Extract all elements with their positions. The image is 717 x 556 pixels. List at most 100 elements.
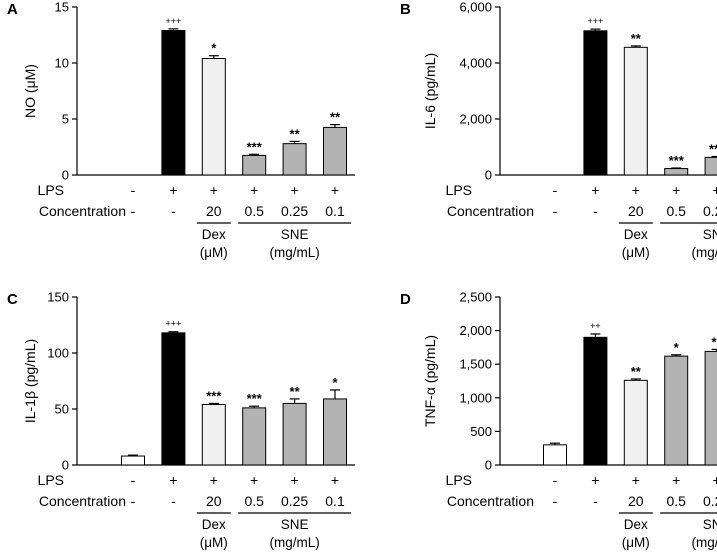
significance-mark: *: [332, 375, 338, 390]
concentration-value: 20: [628, 493, 644, 509]
bar: [161, 332, 186, 466]
significance-mark: *: [211, 41, 217, 56]
significance-mark: +++: [166, 16, 182, 26]
concentration-value: 20: [628, 203, 644, 219]
significance-mark: **: [290, 384, 301, 399]
sne-group-unit: (mg/mL): [691, 245, 717, 260]
concentration-value: 0.25: [281, 493, 308, 509]
significance-mark: **: [631, 364, 642, 379]
lps-value: -: [131, 182, 136, 198]
lps-value: +: [250, 182, 258, 198]
bar: [664, 355, 689, 466]
concentration-value: -: [171, 493, 176, 509]
y-axis-label: TNF-α (pg/mL): [422, 335, 438, 427]
concentration-value: -: [593, 203, 598, 219]
lps-value: +: [591, 472, 599, 488]
bar: [704, 350, 717, 466]
lps-row-label: LPS: [446, 472, 472, 488]
dex-group-label: Dex: [624, 227, 648, 242]
dex-group-unit: (μM): [622, 535, 650, 550]
dex-group-unit: (μM): [200, 245, 228, 260]
y-tick-label: 100: [47, 346, 69, 361]
significance-mark: ***: [247, 391, 263, 406]
concentration-value: 20: [206, 203, 222, 219]
dex-group-unit: (μM): [200, 535, 228, 550]
bar: [323, 126, 347, 176]
y-tick-label: 0: [485, 458, 492, 473]
dex-group-label: Dex: [202, 517, 226, 532]
panel-b: BIL-6 (pg/mL)02,0004,0006,000+++********…: [400, 0, 717, 260]
y-tick-label: 150: [47, 290, 69, 305]
y-tick-label: 4,000: [459, 56, 492, 71]
bar: [623, 379, 648, 466]
lps-value: +: [632, 472, 640, 488]
significance-mark: **: [712, 334, 717, 349]
dex-group-label: Dex: [202, 227, 226, 242]
y-tick-label: 6,000: [459, 0, 492, 15]
y-tick-label: 500: [470, 424, 492, 439]
sne-group-unit: (mg/mL): [269, 245, 319, 260]
lps-value: +: [291, 182, 299, 198]
lps-value: +: [210, 472, 218, 488]
lps-value: +: [591, 182, 599, 198]
lps-value: +: [250, 472, 258, 488]
lps-value: +: [672, 472, 680, 488]
sne-group-label: SNE: [703, 517, 717, 532]
panel-a: ANO (μM)051015+++********LPSConcentratio…: [7, 0, 355, 260]
bar: [664, 168, 689, 176]
concentration-value: 0.1: [325, 203, 345, 219]
y-tick-label: 50: [55, 402, 69, 417]
y-axis-label: NO (μM): [22, 64, 38, 118]
bar: [242, 154, 267, 176]
lps-value: +: [331, 182, 339, 198]
dex-group-unit: (μM): [622, 245, 650, 260]
lps-value: -: [553, 472, 558, 488]
bar: [543, 444, 567, 466]
concentration-row-label: Concentration: [39, 203, 126, 219]
concentration-value: -: [131, 203, 136, 219]
significance-mark: ***: [669, 153, 685, 168]
bar: [242, 407, 267, 466]
bar: [161, 30, 186, 176]
panel-letter: A: [7, 1, 18, 18]
y-tick-label: 2,000: [459, 112, 492, 127]
bar: [623, 46, 648, 176]
concentration-value: 0.5: [244, 493, 264, 509]
panel-letter: D: [400, 291, 411, 308]
concentration-value: -: [553, 203, 558, 219]
concentration-value: 20: [206, 493, 222, 509]
concentration-value: 0.25: [703, 493, 717, 509]
panel-letter: C: [7, 291, 18, 308]
y-axis-label: IL-1β (pg/mL): [22, 339, 38, 423]
sne-group-label: SNE: [281, 227, 309, 242]
sne-group-unit: (mg/mL): [269, 535, 319, 550]
y-tick-label: 0: [62, 168, 69, 183]
lps-row-label: LPS: [446, 182, 472, 198]
panel-letter: B: [400, 1, 411, 18]
lps-value: +: [672, 182, 680, 198]
lps-value: +: [331, 472, 339, 488]
significance-mark: ++: [590, 321, 601, 331]
lps-value: +: [713, 472, 717, 488]
sne-group-label: SNE: [703, 227, 717, 242]
lps-value: +: [632, 182, 640, 198]
y-tick-label: 1,500: [459, 357, 492, 372]
y-tick-label: 5: [62, 112, 69, 127]
concentration-row-label: Concentration: [447, 493, 534, 509]
concentration-value: 0.5: [666, 203, 686, 219]
y-tick-label: 0: [485, 168, 492, 183]
lps-value: +: [210, 182, 218, 198]
concentration-value: 0.25: [281, 203, 308, 219]
concentration-value: 0.5: [244, 203, 264, 219]
lps-value: +: [291, 472, 299, 488]
concentration-row-label: Concentration: [447, 203, 534, 219]
lps-value: +: [169, 472, 177, 488]
bar: [583, 30, 608, 176]
bar: [282, 143, 307, 176]
significance-mark: **: [631, 31, 642, 46]
concentration-value: 0.1: [325, 493, 345, 509]
concentration-value: -: [553, 493, 558, 509]
y-tick-label: 2,000: [459, 323, 492, 338]
